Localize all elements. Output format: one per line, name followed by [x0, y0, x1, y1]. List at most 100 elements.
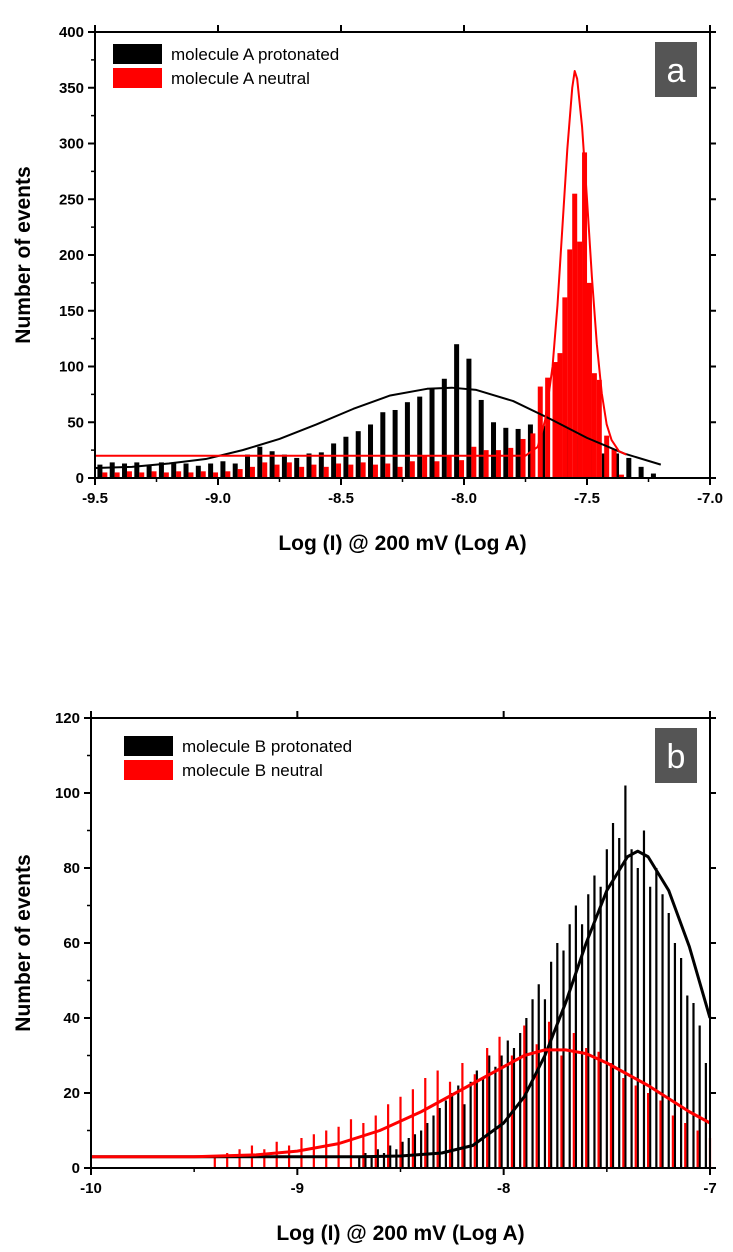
bar-b-series0-36: [580, 924, 584, 1168]
bar-a-series0-13: [257, 446, 263, 478]
bar-b-series1-23: [498, 1036, 501, 1168]
bar-a-series1-46: [591, 373, 597, 478]
bar-a-series1-43: [577, 241, 583, 478]
bar-a-series1-20: [348, 464, 354, 478]
y-tick-label-a-7: 350: [59, 80, 84, 97]
fit-curve-b-red: [91, 1048, 711, 1159]
bar-a-series0-24: [392, 409, 398, 478]
bar-a-series1-30: [471, 446, 477, 478]
bar-b-series0-41: [611, 823, 615, 1168]
bar-a-series1-23: [385, 463, 391, 478]
bar-a-series1-36: [537, 386, 543, 478]
bar-b-series0-12: [432, 1115, 435, 1168]
bar-b-series0-48: [655, 868, 658, 1168]
bar-a-series1-17: [311, 464, 317, 478]
bar-a-series0-17: [306, 453, 312, 478]
bar-a-series1-12: [249, 466, 255, 478]
bar-b-series1-26: [535, 1044, 538, 1168]
bar-a-series0-0: [97, 464, 103, 478]
bar-a-series0-5: [158, 462, 164, 478]
bar-a-series1-9: [213, 472, 219, 478]
panel-badge-b: [655, 728, 697, 783]
bar-a-series1-50: [618, 474, 624, 478]
bar-b-series1-11: [349, 1119, 353, 1168]
bar-a-series1-11: [237, 469, 243, 478]
bar-b-series0-4: [382, 1153, 386, 1168]
bar-b-series0-45: [636, 868, 639, 1168]
bar-b-series1-36: [659, 1100, 662, 1168]
fit-curve-b-black: [91, 849, 712, 1159]
bar-b-series0-0: [358, 1156, 361, 1168]
bar-b-series0-40: [605, 849, 608, 1168]
bar-a-series1-2: [126, 471, 132, 478]
bar-a-series0-25: [404, 402, 410, 478]
bar-a-series0-33: [503, 427, 509, 478]
bar-b-series0-33: [562, 950, 565, 1168]
y-tick-label-a-2: 100: [59, 359, 84, 376]
bar-b-series0-2: [370, 1156, 373, 1168]
bar-a-series0-29: [454, 344, 460, 478]
bar-a-series0-19: [331, 443, 337, 478]
bar-b-series0-55: [698, 1025, 701, 1168]
bar-a-series1-29: [459, 460, 465, 478]
bar-a-series0-43: [626, 457, 632, 478]
x-axis-title-b: Log (I) @ 200 mV (Log A): [276, 1222, 524, 1245]
y-tick-label-a-5: 250: [59, 191, 84, 208]
bar-b-series1-15: [399, 1096, 402, 1168]
bar-a-series1-45: [586, 282, 592, 479]
bar-a-series1-38: [552, 362, 558, 478]
bar-b-series0-38: [593, 875, 596, 1168]
x-tick-label-b-2: -8: [497, 1180, 510, 1197]
bar-b-series0-24: [506, 1040, 509, 1168]
x-tick-label-a-5: -7.0: [697, 490, 723, 507]
bar-b-series1-34: [634, 1085, 637, 1168]
bar-a-series1-0: [102, 472, 108, 478]
bar-b-series0-16: [457, 1085, 460, 1168]
bar-b-series0-39: [599, 886, 602, 1168]
bar-b-series0-31: [550, 961, 553, 1168]
bar-b-series1-35: [647, 1093, 650, 1168]
bar-a-series1-3: [139, 472, 145, 478]
bar-a-series1-34: [520, 438, 526, 478]
bar-b-series0-20: [481, 1078, 485, 1168]
bar-a-series1-21: [360, 462, 366, 478]
bar-b-series0-1: [364, 1153, 367, 1168]
x-tick-label-a-1: -9.0: [205, 490, 231, 507]
bar-b-series1-20: [461, 1063, 464, 1168]
bar-a-series0-21: [355, 431, 361, 478]
bar-a-series0-23: [380, 412, 386, 478]
bar-b-series1-9: [325, 1130, 328, 1168]
y-axis-title-b: Number of events: [12, 854, 35, 1031]
y-tick-label-b-5: 100: [55, 785, 80, 802]
bar-b-series1-39: [696, 1130, 699, 1168]
bar-a-series0-8: [195, 465, 201, 478]
bar-a-series1-16: [299, 466, 305, 478]
x-tick-label-a-4: -7.5: [574, 490, 600, 507]
legend-label-a-0: molecule A protonated: [171, 45, 339, 64]
x-tick-label-b-1: -9: [291, 1180, 304, 1197]
bar-a-series0-15: [281, 454, 287, 478]
bar-a-series0-20: [343, 436, 349, 478]
bar-a-series1-28: [446, 455, 452, 478]
bar-b-series1-30: [585, 1048, 588, 1168]
bar-a-series1-19: [336, 463, 342, 478]
legend-label-a-1: molecule A neutral: [171, 69, 310, 88]
bar-b-series0-52: [680, 958, 683, 1168]
bar-b-series1-31: [597, 1051, 600, 1168]
bar-b-series1-10: [337, 1126, 340, 1168]
bar-b-series0-30: [543, 999, 547, 1168]
bar-b-series1-21: [473, 1074, 476, 1168]
bar-a-series1-35: [530, 433, 536, 478]
bar-b-series0-53: [686, 995, 689, 1168]
bar-b-series0-37: [587, 894, 590, 1168]
bar-b-series1-0: [213, 1156, 216, 1168]
y-tick-label-a-8: 400: [59, 24, 84, 41]
bar-a-series1-39: [557, 353, 563, 478]
y-tick-label-a-3: 150: [59, 303, 84, 320]
x-tick-label-b-0: -10: [80, 1180, 102, 1197]
bar-b-series1-18: [436, 1070, 439, 1168]
bar-a-series0-11: [232, 463, 238, 478]
y-tick-label-b-1: 20: [63, 1085, 80, 1102]
bar-b-series0-44: [630, 849, 633, 1168]
